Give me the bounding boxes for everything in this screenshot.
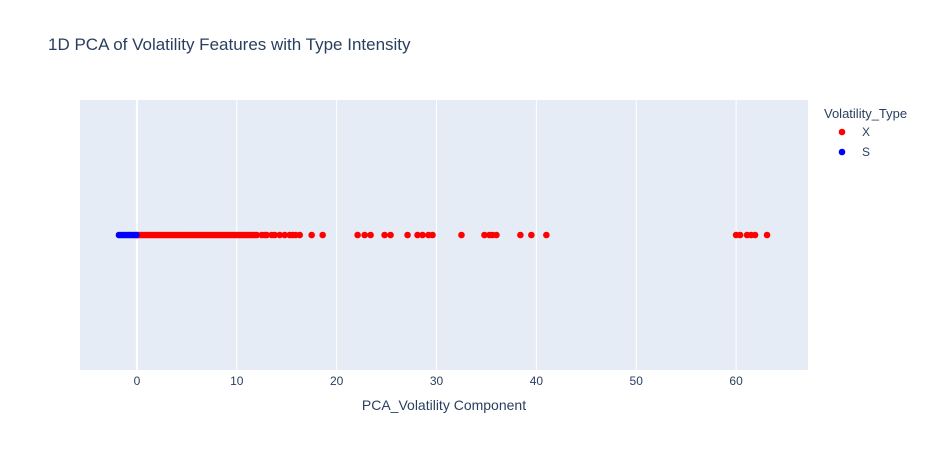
data-point-x[interactable] [263,231,271,239]
data-point-x[interactable] [281,231,289,239]
legend-item-s[interactable]: S [838,145,870,159]
data-point-x[interactable] [319,231,326,239]
data-point-x[interactable] [381,231,388,239]
data-point-x[interactable] [493,231,500,239]
scatter-points [115,231,771,239]
legend: Volatility_Type X S [824,106,907,159]
data-point-x[interactable] [404,231,411,239]
data-point-x[interactable] [736,231,744,239]
data-point-x[interactable] [751,231,759,239]
x-tick-label: 20 [330,374,344,388]
data-point-x[interactable] [308,231,315,239]
data-point-x[interactable] [276,231,284,239]
x-tick-label: 10 [230,374,244,388]
data-point-x[interactable] [517,231,524,239]
data-point-x[interactable] [361,231,368,239]
data-point-x[interactable] [543,231,550,239]
data-point-x[interactable] [528,231,535,239]
legend-label-s: S [862,145,870,159]
legend-label-x: X [862,125,870,139]
x-tick-label: 0 [134,374,141,388]
x-tick-labels: 0 10 20 30 40 50 60 [134,374,744,388]
data-point-s[interactable] [133,231,140,239]
data-point-x[interactable] [414,231,421,239]
data-point-x[interactable] [419,231,426,239]
data-point-x[interactable] [271,231,279,239]
x-axis-label: PCA_Volatility Component [362,397,526,413]
x-tick-label: 50 [630,374,644,388]
legend-item-x[interactable]: X [838,125,870,139]
x-tick-label: 30 [430,374,444,388]
data-point-x[interactable] [367,231,374,239]
data-point-x[interactable] [253,231,261,239]
legend-marker-x [838,128,846,136]
legend-marker-s [838,148,846,156]
data-point-x[interactable] [458,231,465,239]
x-tick-label: 40 [530,374,544,388]
data-point-x[interactable] [763,231,771,239]
data-point-x[interactable] [296,231,303,239]
legend-title: Volatility_Type [824,106,907,121]
data-point-x[interactable] [387,231,394,239]
data-point-x[interactable] [429,231,436,239]
x-tick-label: 60 [729,374,743,388]
data-point-x[interactable] [481,231,488,239]
chart-title: 1D PCA of Volatility Features with Type … [48,35,411,54]
data-point-x[interactable] [354,231,361,239]
